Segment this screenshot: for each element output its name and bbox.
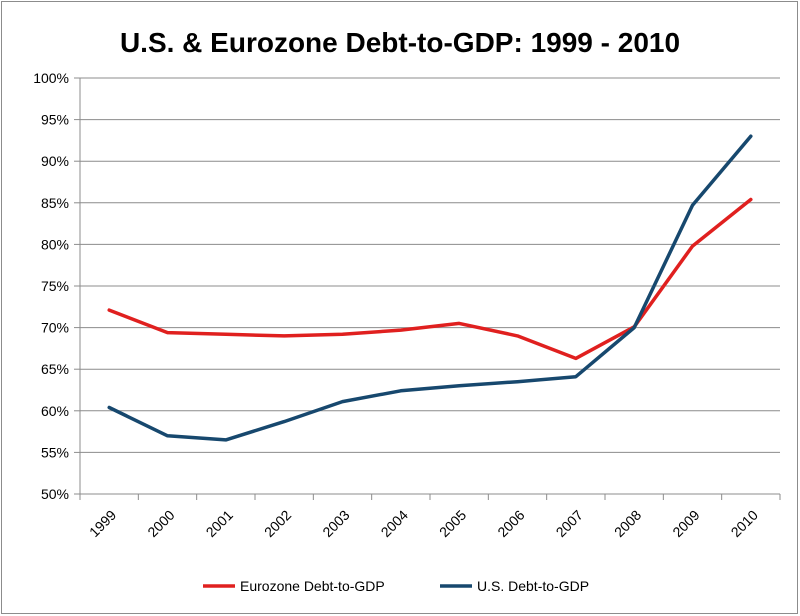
y-tick-label: 95% bbox=[41, 112, 69, 128]
y-tick-label: 85% bbox=[41, 195, 69, 211]
y-tick-label: 70% bbox=[41, 320, 69, 336]
x-tick-label: 2002 bbox=[261, 507, 294, 540]
y-tick-label: 55% bbox=[41, 444, 69, 460]
x-tick-label: 2010 bbox=[728, 507, 761, 540]
series-line-us bbox=[107, 134, 753, 442]
x-tick-label: 2006 bbox=[494, 507, 527, 540]
x-tick-label: 2007 bbox=[553, 507, 586, 540]
legend-label: U.S. Debt-to-GDP bbox=[477, 578, 589, 594]
x-tick-label: 2003 bbox=[319, 507, 352, 540]
y-axis-ticks: 50% 55% 60% 65% 70% 75% 80% 85% 90% 95% 100% bbox=[33, 70, 80, 502]
x-tick-label: 2001 bbox=[203, 507, 236, 540]
y-tick-label: 75% bbox=[41, 278, 69, 294]
series-lines bbox=[107, 134, 753, 442]
x-tick-label: 2009 bbox=[669, 507, 702, 540]
legend: Eurozone Debt-to-GDP U.S. Debt-to-GDP bbox=[203, 578, 589, 594]
x-tick-label: 2008 bbox=[611, 507, 644, 540]
gridlines bbox=[80, 77, 780, 453]
y-tick-label: 80% bbox=[41, 236, 69, 252]
y-tick-label: 65% bbox=[41, 361, 69, 377]
series-line-eurozone bbox=[107, 197, 753, 361]
y-tick-label: 100% bbox=[33, 70, 69, 86]
x-tick-label: 2000 bbox=[144, 507, 177, 540]
x-tick-label: 2004 bbox=[378, 507, 411, 540]
chart-title: U.S. & Eurozone Debt-to-GDP: 1999 - 2010 bbox=[120, 27, 680, 58]
x-tick-label: 2005 bbox=[436, 507, 469, 540]
legend-label: Eurozone Debt-to-GDP bbox=[240, 578, 385, 594]
y-tick-label: 90% bbox=[41, 153, 69, 169]
y-tick-label: 50% bbox=[41, 486, 69, 502]
x-axis bbox=[79, 78, 781, 500]
x-tick-label: 1999 bbox=[86, 507, 119, 540]
y-tick-label: 60% bbox=[41, 403, 69, 419]
x-axis-ticks: 1999 2000 2001 2002 2003 2004 2005 2006 2007 2008… bbox=[86, 507, 761, 540]
